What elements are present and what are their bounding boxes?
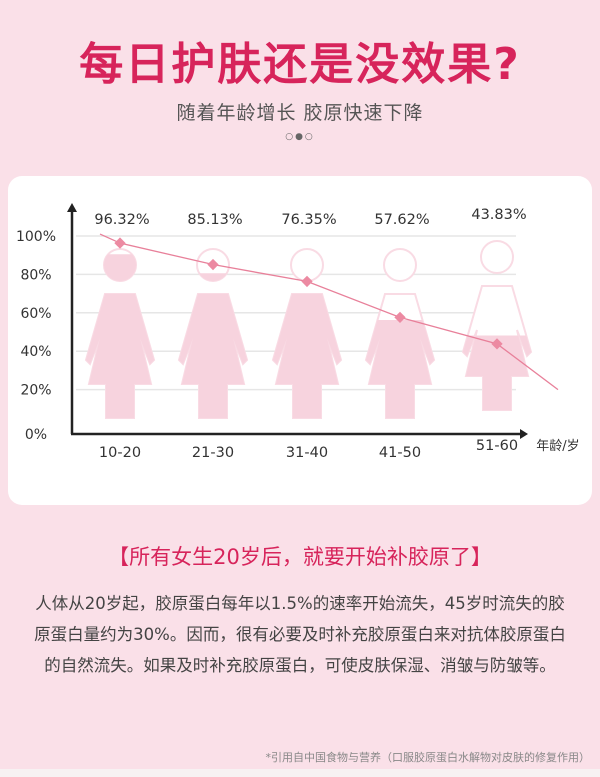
body-text: 人体从20岁起，胶原蛋白每年以1.5%的速率开始流失，45岁时流失的胶原蛋白量约… bbox=[34, 594, 566, 675]
bottom-strip bbox=[0, 769, 600, 777]
data-label: 43.83% bbox=[471, 207, 526, 223]
headline: 【所有女生20岁后，就要开始补胶原了】 bbox=[108, 545, 492, 569]
data-point bbox=[207, 258, 219, 271]
x-axis-arrow bbox=[520, 429, 528, 439]
data-label: 57.62% bbox=[374, 212, 429, 228]
y-tick-label: 20% bbox=[20, 383, 51, 399]
data-label: 96.32% bbox=[94, 212, 149, 228]
x-tick-label: 51-60 bbox=[476, 438, 518, 454]
woman-figure bbox=[177, 248, 249, 419]
figure-fill bbox=[463, 335, 531, 410]
x-tick-label: 10-20 bbox=[99, 445, 141, 461]
x-tick-label: 21-30 bbox=[192, 445, 234, 461]
page-subtitle: 随着年龄增长 胶原快速下降 bbox=[176, 102, 424, 124]
pager-dots: ○●○ bbox=[285, 132, 315, 142]
x-axis-title: 年龄/岁 bbox=[536, 439, 579, 454]
data-label: 85.13% bbox=[187, 212, 242, 228]
y-tick-label: 0% bbox=[25, 427, 47, 443]
x-tick-label: 41-50 bbox=[379, 445, 421, 461]
footnote: *引用自中国食物与营养（口服胶原蛋白水解物对皮肤的修复作用） bbox=[265, 751, 591, 764]
data-point bbox=[491, 338, 503, 350]
page-title: 每日护肤还是没效果? bbox=[79, 39, 521, 90]
figure-fill bbox=[273, 294, 341, 418]
data-label: 76.35% bbox=[281, 212, 336, 228]
figure-head bbox=[480, 240, 514, 274]
data-point bbox=[394, 311, 406, 324]
x-tick-label: 31-40 bbox=[286, 445, 328, 461]
y-tick-label: 40% bbox=[20, 344, 51, 360]
figure-head bbox=[383, 248, 417, 282]
woman-figure bbox=[271, 248, 343, 419]
figure-head-fill bbox=[199, 273, 227, 281]
figure-head-fill bbox=[104, 254, 136, 281]
y-tick-label: 80% bbox=[20, 267, 51, 283]
woman-figure bbox=[84, 248, 156, 419]
figure-fill bbox=[366, 320, 434, 418]
data-point bbox=[114, 237, 126, 249]
y-axis-arrow bbox=[67, 203, 77, 212]
figure-fill bbox=[179, 294, 247, 418]
figure-fill bbox=[86, 294, 154, 418]
woman-figure bbox=[364, 248, 436, 419]
y-tick-label: 60% bbox=[20, 306, 51, 322]
y-tick-label: 100% bbox=[16, 229, 56, 245]
data-point bbox=[301, 275, 313, 288]
woman-figure bbox=[461, 240, 533, 411]
